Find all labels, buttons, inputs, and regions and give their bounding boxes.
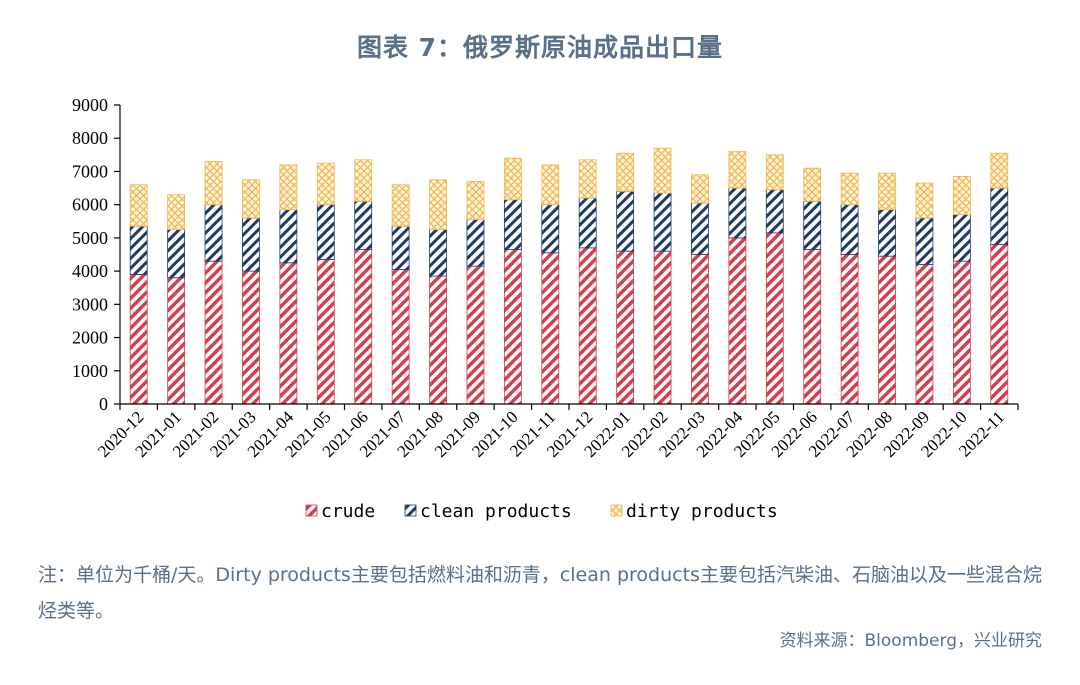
bar-clean-products-2021-02	[204, 204, 223, 262]
bar-crude-2021-03	[242, 270, 260, 405]
bar-crude-2022-07	[840, 254, 859, 405]
chart-title: 图表 7：俄罗斯原油成品出口量	[356, 33, 724, 62]
bar-crude-2021-01	[167, 277, 186, 405]
bar-dirty-products-2022-07	[840, 172, 859, 206]
bar-dirty-products-2021-03	[242, 179, 260, 219]
bar-dirty-products-2021-05	[316, 162, 335, 206]
bar-crude-2021-09	[466, 265, 485, 405]
y-tick-label: 1000	[72, 361, 108, 381]
bar-clean-products-2021-10	[503, 199, 522, 250]
bar-clean-products-2022-09	[915, 217, 934, 265]
bar-crude-2022-03	[691, 254, 709, 405]
bar-dirty-products-2021-01	[167, 194, 186, 230]
bar-crude-2021-08	[429, 275, 447, 405]
bar-crude-2020-12	[129, 274, 148, 405]
bar-clean-products-2021-04	[279, 209, 298, 264]
bar-clean-products-2022-01	[616, 190, 635, 252]
legend: crude clean products dirty products	[305, 501, 778, 522]
bar-clean-products-2020-12	[129, 225, 148, 275]
bar-dirty-products-2021-08	[429, 179, 447, 230]
y-tick-label: 2000	[72, 328, 108, 348]
bar-clean-products-2021-11	[541, 204, 560, 254]
y-tick-label: 3000	[72, 294, 108, 314]
y-tick-label: 9000	[72, 95, 108, 115]
bar-crude-2021-12	[578, 247, 597, 405]
bar-dirty-products-2021-06	[354, 159, 373, 202]
bar-clean-products-2021-03	[242, 217, 260, 272]
bar-clean-products-2022-06	[803, 200, 822, 250]
bar-crude-2022-09	[915, 264, 934, 405]
bar-dirty-products-2022-06	[803, 167, 822, 202]
bar-dirty-products-2020-12	[129, 184, 148, 227]
legend-swatch-clean-products	[404, 504, 417, 517]
bar-crude-2022-11	[990, 244, 1009, 405]
bar-clean-products-2021-05	[316, 204, 335, 260]
bars-group	[129, 147, 1009, 405]
bar-dirty-products-2022-02	[653, 147, 672, 194]
bar-clean-products-2021-06	[354, 200, 373, 250]
bar-dirty-products-2021-12	[578, 159, 597, 199]
y-tick-label: 5000	[72, 228, 108, 248]
y-tick-label: 4000	[72, 261, 108, 281]
bar-crude-2021-05	[316, 259, 335, 405]
bar-clean-products-2021-09	[466, 219, 485, 267]
bar-clean-products-2022-08	[878, 209, 896, 257]
bar-crude-2022-10	[952, 260, 971, 405]
y-tick-label: 0	[99, 394, 108, 414]
legend-swatch-dirty-products	[610, 504, 623, 517]
bar-crude-2021-11	[541, 252, 560, 405]
bar-clean-products-2022-05	[765, 189, 784, 234]
bar-clean-products-2022-04	[728, 187, 747, 239]
bar-dirty-products-2021-11	[541, 164, 560, 206]
legend-label-dirty-products: dirty products	[626, 501, 778, 522]
bar-dirty-products-2022-10	[952, 176, 971, 216]
bar-crude-2022-06	[803, 249, 822, 405]
bar-crude-2022-01	[616, 250, 635, 405]
bar-crude-2022-08	[878, 255, 896, 405]
chart-note: 注：单位为千桶/天。Dirty products主要包括燃料油和沥青，clean…	[38, 564, 1042, 622]
bar-clean-products-2022-03	[691, 202, 709, 255]
bar-dirty-products-2021-07	[391, 184, 410, 227]
source-text: 资料来源：Bloomberg，兴业研究	[779, 631, 1042, 651]
bar-clean-products-2022-07	[840, 204, 859, 255]
legend-label-clean-products: clean products	[420, 501, 572, 522]
bar-clean-products-2021-08	[429, 229, 447, 277]
bar-dirty-products-2022-01	[616, 152, 635, 192]
legend-label-crude: crude	[321, 501, 375, 522]
bar-crude-2022-02	[653, 250, 672, 405]
bar-clean-products-2021-12	[578, 197, 597, 249]
y-axis: 0 1000 2000 3000 4000 5000 6000 7000 8000 9000	[72, 95, 121, 414]
bar-dirty-products-2022-04	[728, 151, 747, 189]
bar-dirty-products-2022-09	[915, 182, 934, 219]
bar-dirty-products-2021-02	[204, 161, 223, 206]
bar-crude-2021-02	[204, 260, 223, 405]
bar-crude-2021-04	[279, 262, 298, 405]
bar-clean-products-2021-01	[167, 229, 186, 279]
bar-clean-products-2022-11	[990, 187, 1009, 245]
bar-clean-products-2022-02	[653, 192, 672, 252]
bar-dirty-products-2022-08	[878, 172, 896, 211]
legend-swatch-crude	[305, 504, 318, 517]
bar-crude-2022-05	[765, 232, 784, 405]
y-tick-label: 8000	[72, 128, 108, 148]
bar-crude-2021-07	[391, 269, 410, 405]
bar-dirty-products-2021-04	[279, 164, 298, 211]
bar-clean-products-2021-07	[391, 225, 410, 270]
y-tick-label: 7000	[72, 161, 108, 181]
bar-crude-2022-04	[728, 237, 747, 405]
bar-dirty-products-2022-11	[990, 152, 1009, 189]
bar-dirty-products-2022-03	[691, 174, 709, 204]
x-axis: 2020-122021-012021-022021-032021-042021-…	[94, 403, 1019, 461]
bar-crude-2021-06	[354, 249, 373, 405]
bar-clean-products-2022-10	[952, 214, 971, 262]
y-tick-label: 6000	[72, 195, 108, 215]
bar-dirty-products-2022-05	[765, 154, 784, 191]
bar-dirty-products-2021-10	[503, 157, 522, 201]
bar-dirty-products-2021-09	[466, 181, 485, 221]
stacked-bar-chart: 0 1000 2000 3000 4000 5000 6000 7000 8000 9000 20…	[72, 95, 1019, 522]
bar-crude-2021-10	[503, 249, 522, 405]
